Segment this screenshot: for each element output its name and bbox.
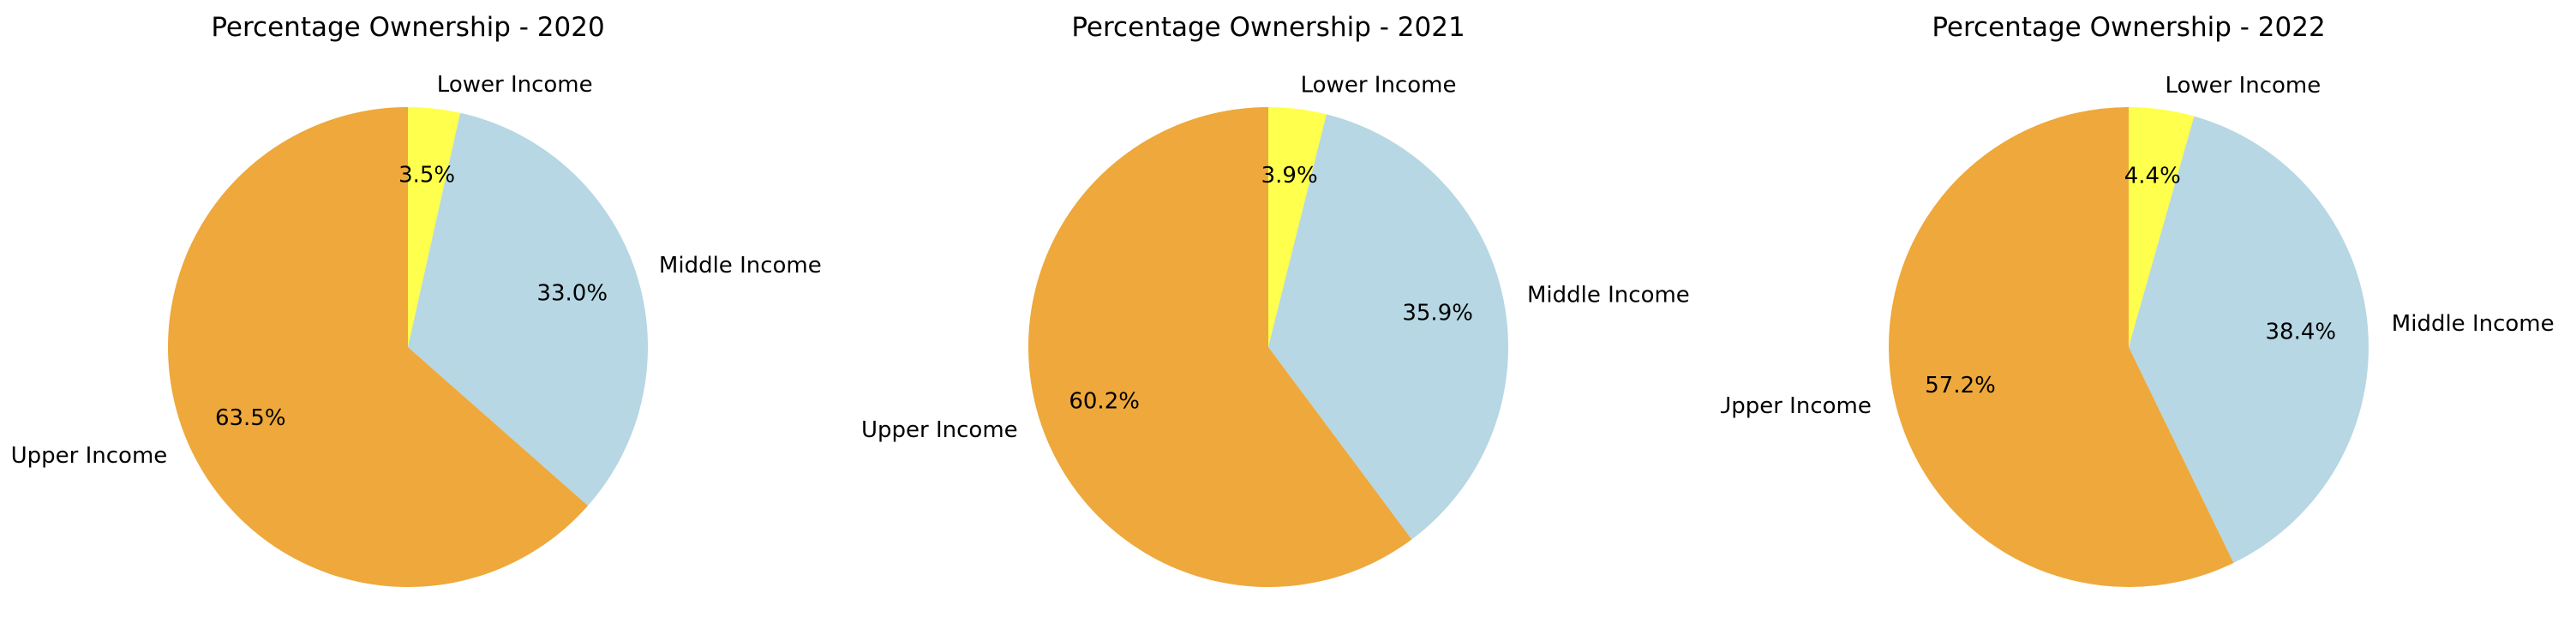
pie-slices (168, 107, 649, 587)
slice-percentage-label: 60.2% (1069, 389, 1140, 415)
pie-slice-lower-income (2129, 107, 2195, 347)
pie-labels: Lower Income 3.9% Middle Income 35.9% Upper … (861, 72, 1690, 443)
slice-category-label: Upper Income (861, 417, 1018, 443)
slice-category-label: Lower Income (1301, 72, 1457, 98)
pie-slices (1027, 107, 1509, 588)
slice-percentage-label: 33.0% (536, 281, 608, 307)
pie-labels: Lower Income 4.4% Middle Income 38.4% Upper … (1721, 73, 2555, 419)
pie-slice-lower-income (408, 107, 461, 347)
slice-category-label: Lower Income (437, 72, 593, 98)
pie-slice-middle-income (2129, 116, 2369, 563)
slice-percentage-label: 3.5% (398, 163, 455, 189)
slice-percentage-label: 35.9% (1402, 300, 1473, 326)
slice-category-label: Middle Income (1527, 282, 1690, 308)
chart-title: Percentage Ownership - 2021 (1071, 12, 1465, 43)
pie-slice-lower-income (1268, 107, 1327, 347)
pie-slice-middle-income (408, 112, 649, 506)
slice-percentage-label: 57.2% (1925, 373, 1996, 398)
slice-category-label: Middle Income (2392, 311, 2555, 337)
slice-percentage-label: 63.5% (215, 405, 286, 431)
slice-category-label: Upper Income (11, 443, 168, 469)
pie-labels: Lower Income 3.5% Middle Income 33.0% Upper … (11, 72, 822, 469)
pie-slices (1888, 106, 2369, 587)
slice-category-label: Upper Income (1721, 393, 1872, 419)
pie-panel-1: Percentage Ownership - 2020 Lower Income… (0, 0, 859, 641)
pie-chart-2: Percentage Ownership - 2021 Lower Income… (861, 12, 1690, 588)
pie-panel-3: Percentage Ownership - 2022 Lower Income… (1721, 0, 2576, 641)
slice-percentage-label: 3.9% (1261, 163, 1318, 189)
pie-chart-3: Percentage Ownership - 2022 Lower Income… (1721, 12, 2555, 587)
pie-slice-upper-income (1888, 106, 2234, 587)
chart-title: Percentage Ownership - 2020 (211, 12, 604, 43)
chart-title: Percentage Ownership - 2022 (1932, 12, 2325, 43)
slice-percentage-label: 4.4% (2124, 163, 2181, 189)
pie-slice-upper-income (168, 107, 589, 587)
slice-category-label: Middle Income (659, 253, 822, 279)
slice-category-label: Lower Income (2165, 73, 2321, 99)
pie-panel-2: Percentage Ownership - 2021 Lower Income… (860, 0, 1719, 641)
pie-chart-1: Percentage Ownership - 2020 Lower Income… (11, 12, 822, 587)
slice-percentage-label: 38.4% (2266, 319, 2337, 344)
pie-slice-upper-income (1027, 107, 1412, 588)
pie-slice-middle-income (1268, 114, 1509, 540)
